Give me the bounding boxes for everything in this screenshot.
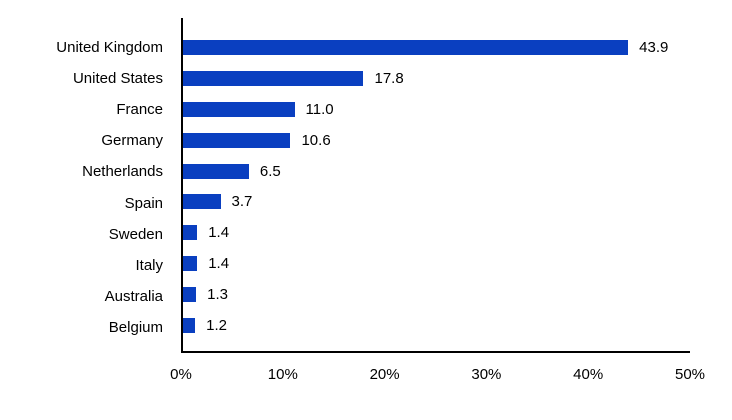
category-label: Spain	[124, 194, 163, 212]
bar-row: 1.4	[183, 248, 690, 279]
bar	[183, 318, 196, 334]
category-label: Belgium	[108, 318, 163, 336]
bar-row: 1.2	[183, 310, 690, 341]
bar-row: 11.0	[183, 94, 690, 125]
value-label: 6.5	[259, 162, 281, 180]
bar	[183, 225, 198, 241]
x-axis-tick-labels: 0% 10% 20% 30% 40% 50%	[170, 366, 705, 390]
bar	[183, 256, 198, 272]
bar	[183, 39, 629, 55]
x-tick-label: 10%	[267, 366, 298, 383]
bar	[183, 194, 221, 210]
category-label: Germany	[101, 132, 163, 150]
value-label: 17.8	[374, 69, 404, 87]
value-label: 3.7	[231, 193, 253, 211]
bar-row: 17.8	[183, 63, 690, 94]
x-tick-label: 40%	[573, 366, 604, 383]
category-label: United Kingdom	[56, 39, 163, 57]
value-label: 43.9	[639, 38, 669, 56]
category-label: United States	[72, 70, 163, 88]
x-tick-label: 30%	[471, 366, 502, 383]
value-label: 1.4	[208, 224, 230, 242]
value-label: 1.4	[208, 255, 230, 273]
category-label: Australia	[104, 287, 163, 305]
bar	[183, 101, 295, 117]
plot-area: 43.9 17.8 11.0 10.6 6.5 3.7 1.4 1.4 1.3 1.2	[181, 18, 690, 353]
category-labels: United Kingdom United States France Germany…	[0, 18, 172, 353]
bar	[183, 163, 249, 179]
x-tick-label: 20%	[369, 366, 400, 383]
category-label: Netherlands	[82, 163, 163, 181]
bar-row: 6.5	[183, 156, 690, 187]
value-label: 1.2	[206, 317, 228, 335]
category-label: Sweden	[108, 225, 163, 243]
bar-row: 1.3	[183, 279, 690, 310]
category-label: France	[116, 101, 163, 119]
x-tick-label: 50%	[674, 366, 706, 383]
value-label: 11.0	[305, 100, 334, 118]
value-label: 1.3	[207, 286, 229, 304]
bar-row: 10.6	[183, 125, 690, 156]
x-tick-label: 0%	[170, 366, 192, 383]
category-label: Italy	[135, 256, 163, 274]
bar-row: 43.9	[183, 32, 690, 63]
bar	[183, 287, 197, 303]
bar	[183, 70, 364, 86]
value-label: 10.6	[301, 131, 331, 149]
bar-row: 3.7	[183, 187, 690, 218]
bar-row: 1.4	[183, 217, 690, 248]
bar	[183, 132, 291, 148]
